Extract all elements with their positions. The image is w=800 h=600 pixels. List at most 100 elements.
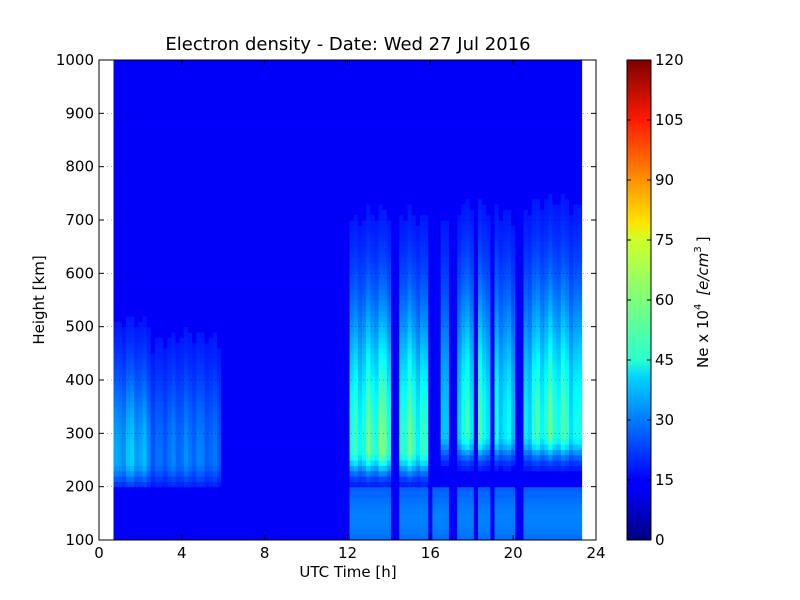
heatmap-cell: [179, 145, 185, 152]
heatmap-cell: [279, 182, 284, 189]
heatmap-cell: [121, 422, 127, 429]
heatmap-cell: [250, 102, 255, 109]
heatmap-cell: [150, 278, 156, 285]
heatmap-cell: [254, 241, 260, 248]
heatmap-cell: [225, 321, 231, 328]
heatmap-cell: [299, 246, 305, 253]
heatmap-cell: [113, 470, 119, 477]
heatmap-cell: [241, 166, 247, 173]
heatmap-cell: [167, 118, 173, 125]
heatmap-cell: [328, 332, 334, 338]
heatmap-cell: [192, 417, 197, 424]
heatmap-cell: [159, 486, 164, 493]
heatmap-cell: [188, 385, 193, 392]
heatmap-cell: [250, 460, 255, 466]
heatmap-cell: [246, 300, 251, 306]
heatmap-cell: [192, 124, 197, 130]
heatmap-cell: [254, 326, 260, 333]
heatmap-cell: [250, 380, 255, 386]
heatmap-cell: [121, 508, 127, 514]
heatmap-cell: [262, 289, 268, 296]
heatmap-cell: [221, 60, 226, 66]
heatmap-cell: [138, 241, 144, 248]
heatmap-cell: [175, 476, 181, 482]
heatmap-cell: [328, 166, 334, 173]
heatmap-cell: [146, 289, 152, 296]
heatmap-cell: [246, 502, 251, 509]
heatmap-cell: [217, 390, 222, 397]
heatmap-cell: [324, 305, 330, 312]
heatmap-cell: [241, 108, 247, 114]
heatmap-cell: [134, 358, 139, 365]
heatmap-cell: [283, 188, 289, 194]
heatmap-cell: [200, 300, 206, 306]
heatmap-cell: [179, 433, 185, 440]
heatmap-cell: [304, 262, 309, 269]
heatmap-cell: [299, 300, 305, 306]
heatmap-cell: [287, 321, 293, 328]
heatmap-cell: [291, 518, 297, 525]
heatmap-cell: [171, 497, 177, 504]
heatmap-cell: [113, 70, 119, 77]
heatmap-cell: [179, 172, 185, 178]
heatmap-cell: [312, 97, 318, 104]
heatmap-cell: [270, 246, 276, 253]
heatmap-cell: [316, 513, 322, 520]
heatmap-cell: [117, 140, 123, 146]
heatmap-cell: [328, 454, 334, 461]
heatmap-cell: [183, 188, 189, 194]
heatmap-cell: [130, 294, 135, 301]
heatmap-cell: [299, 81, 305, 88]
heatmap-cell: [262, 145, 268, 152]
heatmap-cell: [196, 433, 202, 440]
heatmap-cell: [113, 369, 119, 376]
heatmap-cell: [229, 364, 235, 370]
heatmap-cell: [266, 449, 272, 456]
heatmap-cell: [341, 406, 347, 413]
heatmap-cell: [192, 390, 197, 397]
heatmap-cell: [146, 284, 152, 290]
heatmap-cell: [254, 513, 260, 520]
heatmap-cell: [163, 401, 168, 408]
heatmap-cell: [167, 422, 173, 429]
heatmap-cell: [225, 76, 231, 82]
heatmap-cell: [316, 273, 322, 280]
heatmap-cell: [200, 342, 206, 349]
heatmap-cell: [188, 220, 193, 226]
heatmap-cell: [159, 417, 164, 424]
heatmap-cell: [241, 289, 247, 296]
heatmap-cell: [270, 385, 276, 392]
heatmap-cell: [266, 129, 272, 136]
heatmap-cell: [324, 97, 330, 104]
heatmap-cell: [316, 113, 322, 120]
heatmap-cell: [212, 342, 218, 349]
heatmap-cell: [138, 492, 144, 498]
heatmap-cell: [250, 332, 255, 338]
heatmap-cell: [150, 204, 156, 210]
heatmap-cell: [233, 513, 239, 520]
heatmap-cell: [146, 396, 152, 402]
heatmap-cell: [262, 428, 268, 434]
heatmap-cell: [196, 81, 202, 88]
heatmap-cell: [130, 300, 135, 306]
heatmap-cell: [134, 193, 139, 200]
heatmap-cell: [275, 534, 280, 540]
heatmap-cell: [134, 108, 139, 114]
heatmap-cell: [283, 113, 289, 120]
heatmap-cell: [212, 145, 218, 152]
heatmap-cell: [130, 326, 135, 333]
heatmap-cell: [316, 294, 322, 301]
heatmap-cell: [159, 108, 164, 114]
heatmap-cell: [138, 310, 144, 317]
heatmap-cell: [179, 529, 185, 536]
heatmap-cell: [295, 305, 301, 312]
heatmap-cell: [208, 76, 214, 82]
heatmap-cell: [138, 246, 144, 253]
heatmap-cell: [237, 300, 243, 306]
heatmap-cell: [117, 374, 123, 381]
heatmap-cell: [328, 326, 334, 333]
heatmap-cell: [113, 428, 119, 434]
heatmap-cell: [221, 524, 226, 530]
heatmap-cell: [270, 188, 276, 194]
heatmap-cell: [320, 342, 326, 349]
